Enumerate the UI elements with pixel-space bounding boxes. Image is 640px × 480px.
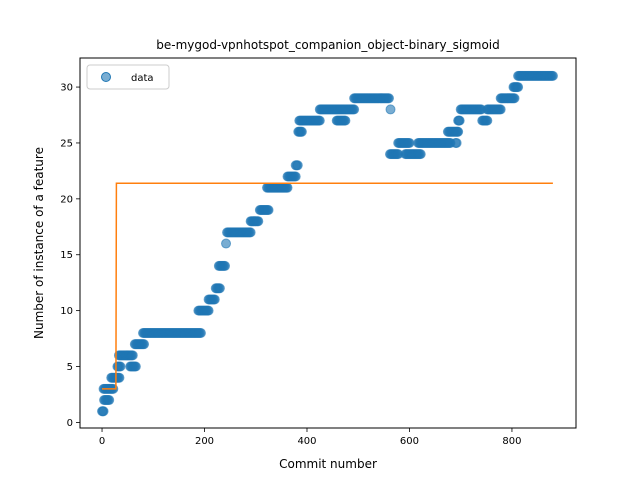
y-tick-label: 10 bbox=[60, 306, 73, 317]
data-point bbox=[290, 171, 301, 182]
data-point bbox=[451, 137, 462, 148]
data-point bbox=[292, 160, 303, 171]
data-point bbox=[253, 216, 264, 227]
data-point bbox=[509, 93, 520, 104]
data-point bbox=[482, 115, 493, 126]
data-point bbox=[214, 283, 225, 294]
legend-box bbox=[86, 64, 170, 90]
data-point bbox=[220, 260, 231, 271]
data-point bbox=[340, 115, 351, 126]
x-tick-label: 0 bbox=[99, 436, 105, 447]
fit-layer bbox=[102, 182, 553, 390]
data-point bbox=[139, 339, 150, 350]
data-point bbox=[454, 115, 465, 126]
data-point bbox=[114, 372, 125, 383]
data-point bbox=[221, 238, 232, 249]
data-point bbox=[314, 115, 325, 126]
y-tick-label: 0 bbox=[67, 418, 73, 429]
x-axis: 0 200 400 600 800 bbox=[99, 428, 521, 447]
data-point bbox=[263, 205, 274, 216]
data-point bbox=[115, 361, 126, 372]
y-tick-label: 25 bbox=[60, 138, 73, 149]
data-point bbox=[203, 305, 214, 316]
data-point bbox=[349, 104, 360, 115]
x-tick-label: 800 bbox=[502, 436, 521, 447]
data-point bbox=[296, 126, 307, 137]
data-point bbox=[245, 227, 256, 238]
legend-marker bbox=[101, 72, 111, 82]
y-tick-label: 15 bbox=[60, 250, 73, 261]
x-tick-label: 400 bbox=[297, 436, 316, 447]
y-axis-label: Number of instance of a feature bbox=[32, 147, 46, 339]
axes-frame bbox=[79, 57, 577, 429]
data-point bbox=[383, 93, 394, 104]
x-tick-label: 600 bbox=[400, 436, 419, 447]
legend-label: data bbox=[131, 73, 154, 84]
y-tick-label: 30 bbox=[60, 83, 73, 94]
data-point bbox=[195, 327, 206, 338]
data-layer bbox=[97, 70, 558, 417]
data-point bbox=[495, 104, 506, 115]
data-point bbox=[209, 294, 220, 305]
data-point bbox=[385, 104, 396, 115]
x-tick-label: 200 bbox=[195, 436, 214, 447]
data-point bbox=[453, 126, 464, 137]
data-point bbox=[104, 395, 115, 406]
data-point bbox=[404, 137, 415, 148]
fit-line bbox=[102, 182, 553, 390]
data-point bbox=[513, 82, 524, 93]
y-axis: 0 5 10 15 20 25 30 bbox=[60, 83, 80, 429]
y-tick-label: 5 bbox=[67, 362, 73, 373]
plot-area bbox=[97, 70, 558, 417]
chart-title: be-mygod-vpnhotspot_companion_object-bin… bbox=[156, 38, 500, 52]
data-point bbox=[547, 70, 558, 81]
data-point bbox=[282, 182, 293, 193]
y-tick-label: 20 bbox=[60, 194, 73, 205]
data-point bbox=[98, 406, 109, 417]
x-axis-label: Commit number bbox=[279, 457, 377, 471]
data-point bbox=[127, 350, 138, 361]
data-point bbox=[130, 361, 141, 372]
legend: data bbox=[86, 64, 170, 90]
data-point bbox=[415, 149, 426, 160]
